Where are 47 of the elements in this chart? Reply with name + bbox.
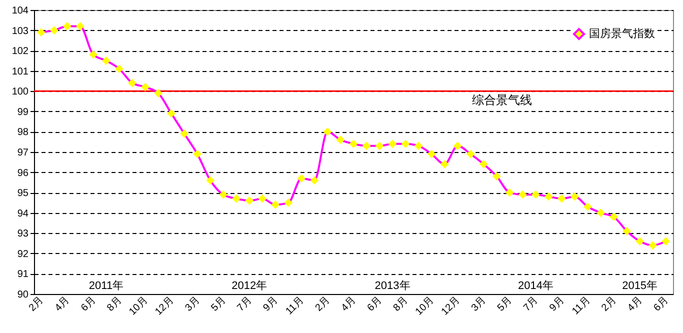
x-tick-label: 6月: [652, 294, 671, 314]
y-tick-label: 91: [17, 269, 29, 280]
x-tick-label: 7月: [522, 294, 540, 314]
y-tick-label: 99: [17, 106, 29, 118]
annotation: 2013年: [374, 280, 410, 292]
y-tick-label: 93: [17, 228, 29, 240]
x-tick-label: 5月: [209, 294, 228, 314]
x-tick-label: 4月: [339, 294, 358, 314]
y-tick-label: 100: [12, 86, 29, 98]
x-tick-label: 10月: [127, 294, 150, 318]
x-tick-label: 3月: [183, 294, 202, 314]
x-tick-label: 12月: [440, 294, 462, 318]
annotation: 2011年: [88, 280, 124, 292]
y-tick-label: 98: [17, 127, 29, 138]
x-tick-label: 2月: [27, 294, 46, 314]
x-tick-label: 12月: [153, 294, 176, 318]
legend-label: 国房景气指数: [589, 27, 655, 40]
x-tick-label: 11月: [570, 294, 592, 318]
y-tick-label: 102: [12, 46, 29, 58]
annotation: 2015年: [622, 280, 658, 292]
x-tick-label: 7月: [235, 294, 254, 314]
x-tick-label: 11月: [284, 294, 306, 318]
y-tick-label: 94: [17, 208, 29, 220]
y-tick-label: 92: [17, 248, 29, 260]
x-tick-label: 8月: [392, 294, 410, 314]
y-tick-label: 104: [12, 6, 29, 16]
y-tick-label: 96: [17, 168, 29, 179]
x-tick-label: 10月: [414, 294, 436, 318]
x-tick-label: 2月: [313, 294, 332, 314]
x-tick-label: 4月: [53, 294, 72, 314]
y-tick-label: 97: [17, 148, 29, 158]
x-tick-label: 4月: [626, 294, 645, 314]
x-tick-label: 8月: [105, 294, 124, 314]
x-tick-label: 3月: [470, 294, 488, 314]
y-tick-label: 101: [12, 66, 29, 78]
x-tick-label: 5月: [496, 294, 514, 314]
annotation: 2014年: [518, 280, 554, 292]
y-tick-label: 90: [17, 290, 29, 300]
y-tick-label: 103: [12, 26, 29, 37]
y-tick-label: 95: [17, 188, 29, 200]
x-tick-label: 6月: [365, 294, 384, 314]
x-tick-label: 6月: [79, 294, 98, 314]
x-tick-label: 2月: [600, 294, 619, 314]
annotation: 2012年: [232, 280, 268, 292]
x-tick-label: 9月: [261, 294, 280, 314]
x-tick-label: 9月: [548, 294, 566, 314]
ref-line-label: 综合景气线: [472, 93, 532, 108]
